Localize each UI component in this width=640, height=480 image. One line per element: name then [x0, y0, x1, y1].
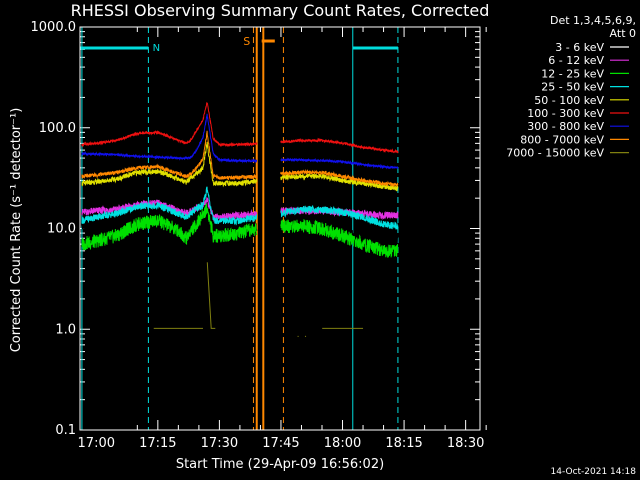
x-axis-label: Start Time (29-Apr-09 16:56:02) [176, 457, 384, 472]
axis-frame [79, 26, 481, 431]
legend-label: 300 - 800 keV [527, 120, 604, 133]
x-tick-label: 17:30 [201, 436, 238, 451]
series-line [81, 130, 399, 188]
legend-label: 3 - 6 keV [555, 41, 604, 54]
x-tick-label: 17:15 [139, 436, 176, 451]
x-tick-label: 18:00 [324, 436, 361, 451]
legend-label: 800 - 7000 keV [520, 133, 604, 146]
legend-label: 25 - 50 keV [541, 81, 604, 94]
series-line [81, 203, 399, 258]
legend-label: 50 - 100 keV [534, 94, 604, 107]
series-line [81, 186, 399, 230]
y-axis-label: Corrected Count Rate (s⁻¹ detector⁻¹) [9, 108, 24, 353]
y-tick-label: 10.0 [47, 222, 76, 237]
night-label: N [153, 43, 160, 54]
x-tick-label: 18:30 [447, 436, 484, 451]
series-line [81, 101, 399, 154]
footer-timestamp: 14-Oct-2021 14:18 [551, 467, 637, 477]
chart-title: RHESSI Observing Summary Count Rates, Co… [71, 1, 490, 20]
saa-label: S [243, 35, 250, 48]
series-line [81, 141, 399, 192]
legend-label: 7000 - 15000 keV [506, 147, 604, 160]
legend-header: Att 0 [610, 27, 636, 40]
y-tick-label: 1000.0 [31, 20, 77, 35]
legend-label: 100 - 300 keV [527, 107, 604, 120]
y-tick-label: 1.0 [55, 322, 76, 337]
series-line [81, 113, 399, 170]
y-tick-label: 0.1 [55, 423, 76, 438]
legend-label: 12 - 25 keV [541, 67, 604, 80]
legend-label: 6 - 12 keV [548, 54, 604, 67]
y-tick-label: 100.0 [39, 121, 76, 136]
plot-area: 0.1 1.0 10.0 100.0 1000.0 17:00 17:15 17:30 17:4… [31, 20, 487, 451]
x-tick-label: 18:15 [385, 436, 422, 451]
x-tick-label: 17:45 [262, 436, 299, 451]
legend-header: Det 1,3,4,5,6,9, [550, 14, 636, 27]
x-tick-label: 17:00 [78, 436, 115, 451]
series-line [153, 262, 364, 337]
